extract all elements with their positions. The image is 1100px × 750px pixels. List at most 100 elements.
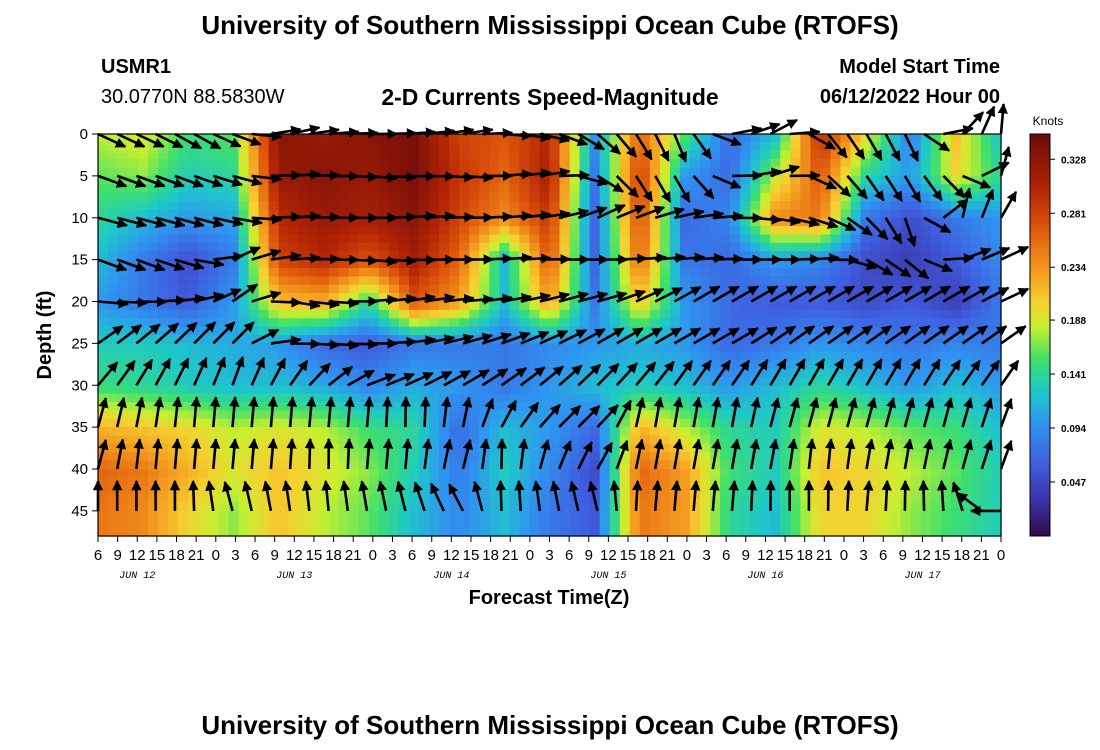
heatmap-cell: [258, 175, 270, 185]
heatmap-cell: [128, 494, 139, 504]
heatmap-cell: [569, 502, 581, 512]
heatmap-cell: [328, 502, 340, 512]
heatmap-cell: [238, 376, 250, 386]
heatmap-cell: [920, 134, 932, 143]
heatmap-cell: [399, 460, 410, 470]
heatmap-cell: [148, 485, 159, 495]
heatmap-cell: [328, 485, 340, 495]
heatmap-cell: [870, 427, 882, 437]
heatmap-cell: [459, 268, 470, 277]
heatmap-cell: [278, 452, 290, 462]
heatmap-cell: [198, 510, 209, 520]
heatmap-cell: [429, 326, 440, 336]
heatmap-cell: [298, 251, 310, 261]
heatmap-cell: [519, 385, 531, 395]
heatmap-cell: [910, 435, 922, 445]
heatmap-cell: [489, 217, 500, 227]
heatmap-cell: [920, 343, 932, 353]
current-vector: [903, 397, 916, 428]
heatmap-cell: [308, 309, 320, 319]
heatmap-cell: [629, 217, 641, 227]
heatmap-cell: [378, 326, 390, 336]
heatmap-cell: [158, 435, 169, 445]
current-vector: [481, 332, 512, 345]
heatmap-cell: [469, 217, 480, 227]
heatmap-cell: [649, 234, 661, 244]
heatmap-cell: [850, 301, 862, 311]
heatmap-cell: [649, 485, 661, 495]
heatmap-cell: [188, 150, 199, 160]
heatmap-cell: [258, 435, 270, 445]
heatmap-cell: [890, 159, 902, 169]
heatmap-cell: [599, 519, 611, 529]
heatmap-cell: [519, 150, 531, 160]
heatmap-cell: [619, 477, 631, 487]
heatmap-cell: [609, 259, 621, 269]
heatmap-cell: [208, 192, 219, 202]
heatmap-cell: [519, 510, 531, 520]
heatmap-cell: [128, 452, 139, 462]
heatmap-cell: [158, 209, 169, 219]
current-vector: [242, 480, 253, 512]
heatmap-cell: [198, 326, 209, 336]
heatmap-cell: [469, 418, 480, 428]
heatmap-cell: [489, 343, 500, 353]
heatmap-cell: [700, 502, 711, 512]
heatmap-cell: [569, 284, 581, 294]
heatmap-cell: [589, 385, 601, 395]
heatmap-cell: [599, 309, 611, 319]
heatmap-cell: [639, 301, 651, 311]
heatmap-cell: [740, 477, 751, 487]
heatmap-cell: [539, 259, 551, 269]
heatmap-cell: [258, 469, 270, 478]
current-vector: [768, 438, 780, 470]
heatmap-cell: [459, 301, 470, 311]
heatmap-cell: [188, 351, 199, 361]
heatmap-cell: [599, 226, 611, 236]
heatmap-cell: [459, 284, 470, 294]
heatmap-cell: [569, 393, 581, 403]
heatmap-cell: [429, 469, 440, 478]
current-vector: [769, 285, 798, 303]
heatmap-cell: [308, 134, 320, 143]
current-vector: [501, 252, 533, 264]
heatmap-cell: [348, 485, 360, 495]
heatmap-cell: [489, 368, 500, 378]
heatmap-cell: [910, 276, 922, 286]
heatmap-cell: [950, 209, 962, 219]
heatmap-cell: [860, 360, 872, 370]
heatmap-cell: [940, 209, 952, 219]
heatmap-cell: [519, 410, 531, 420]
heatmap-cell: [760, 217, 771, 227]
heatmap-cell: [730, 427, 741, 437]
heatmap-cell: [388, 251, 400, 261]
heatmap-cell: [790, 410, 801, 420]
current-vector: [193, 258, 225, 269]
heatmap-cell: [649, 309, 661, 319]
heatmap-cell: [368, 510, 380, 520]
heatmap-cell: [208, 242, 219, 252]
heatmap-cell: [479, 427, 490, 437]
heatmap-cell: [659, 167, 671, 177]
heatmap-cell: [549, 159, 561, 169]
heatmap-cell: [298, 376, 310, 386]
heatmap-cell: [760, 385, 771, 395]
heatmap-cell: [128, 351, 139, 361]
heatmap-cell: [178, 251, 189, 261]
heatmap-cell: [679, 418, 691, 428]
heatmap-cell: [830, 242, 842, 252]
heatmap-cell: [750, 201, 761, 210]
current-vector: [865, 358, 883, 386]
heatmap-cell: [649, 343, 661, 353]
current-vector: [209, 438, 221, 470]
heatmap-cell: [900, 343, 912, 353]
heatmap-cell: [399, 134, 410, 143]
heatmap-cell: [980, 309, 992, 319]
heatmap-cell: [720, 494, 731, 504]
heatmap-cell: [108, 376, 119, 386]
current-vector: [845, 438, 856, 470]
heatmap-cell: [800, 184, 811, 194]
current-vector: [828, 254, 860, 266]
heatmap-cell: [720, 226, 731, 236]
heatmap-cell: [368, 192, 380, 202]
